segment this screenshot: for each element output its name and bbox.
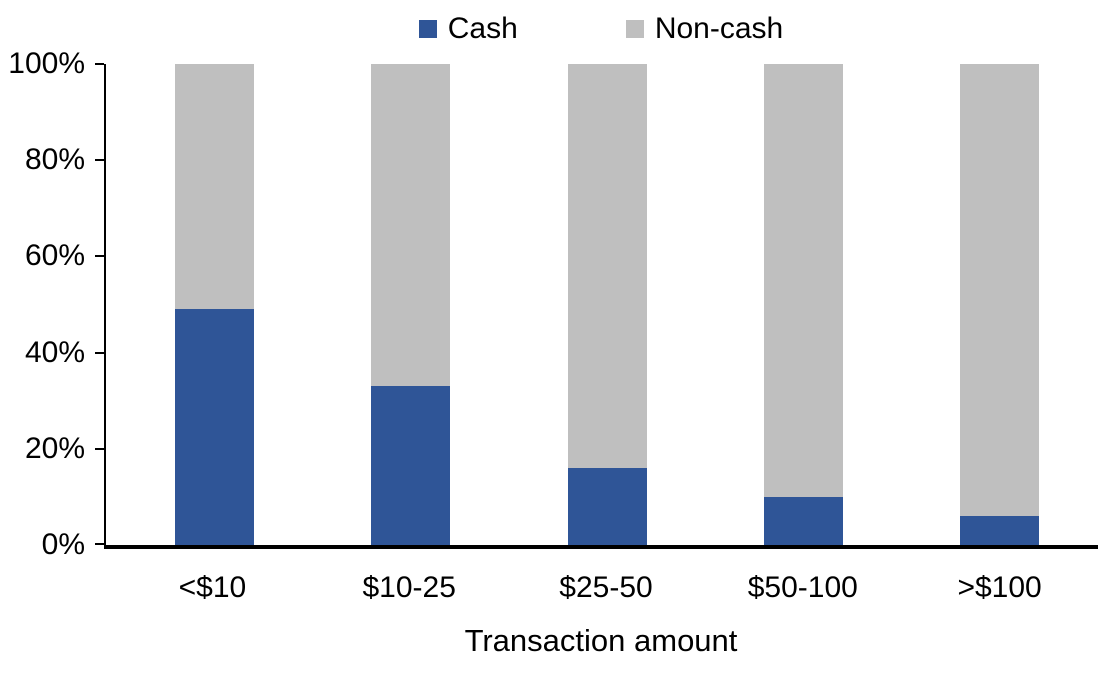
y-axis-tick xyxy=(95,159,104,162)
plot-area xyxy=(95,63,1098,549)
bars-area xyxy=(116,64,1098,545)
bar-slot xyxy=(705,64,901,545)
bar-slot xyxy=(116,64,312,545)
legend-item-non-cash: Non-cash xyxy=(625,12,784,46)
legend-label: Non-cash xyxy=(654,12,784,45)
segment-non-cash xyxy=(567,64,647,469)
y-axis-tick xyxy=(95,447,104,450)
y-axis-tick xyxy=(95,255,104,258)
bar-group xyxy=(174,64,254,545)
legend-item-cash: Cash xyxy=(418,12,518,46)
segment-cash xyxy=(960,516,1040,545)
legend-label: Cash xyxy=(447,12,518,45)
segment-cash xyxy=(371,386,451,545)
x-category-label: >$100 xyxy=(957,571,1042,604)
legend-swatch-non-cash xyxy=(625,20,644,38)
y-axis-tick xyxy=(95,63,104,65)
y-tick-label: 100% xyxy=(8,47,85,80)
bar-group xyxy=(763,64,843,545)
segment-non-cash xyxy=(960,64,1040,517)
x-axis-title: Transaction amount xyxy=(464,623,738,658)
x-category-label: $25-50 xyxy=(559,571,653,604)
segment-cash xyxy=(567,468,647,545)
segment-non-cash xyxy=(371,64,451,387)
bar-slot xyxy=(312,64,508,545)
segment-non-cash xyxy=(763,64,843,497)
x-category-label: $50-100 xyxy=(747,571,858,604)
bar-group xyxy=(371,64,451,545)
bar-slot xyxy=(902,64,1098,545)
bar-slot xyxy=(509,64,705,545)
legend: Cash Non-cash xyxy=(104,10,1098,48)
legend-swatch-cash xyxy=(418,20,437,38)
y-tick-label: 20% xyxy=(24,431,85,465)
y-axis-tick xyxy=(95,543,104,545)
x-category-label: <$10 xyxy=(178,571,247,604)
x-category-label: $10-25 xyxy=(362,571,456,604)
y-tick-label: 0% xyxy=(41,528,85,561)
x-axis-labels: <$10 $10-25 $25-50 $50-100 >$100 xyxy=(114,572,1098,604)
bar-group xyxy=(567,64,647,545)
segment-cash xyxy=(174,309,254,545)
bar-group xyxy=(960,64,1040,545)
y-tick-label: 40% xyxy=(24,335,85,369)
y-axis-labels: 0% 20% 40% 60% 80% 100% xyxy=(0,49,85,560)
y-axis-tick xyxy=(95,351,104,354)
y-tick-label: 80% xyxy=(24,143,85,177)
y-tick-label: 60% xyxy=(24,239,85,273)
segment-non-cash xyxy=(174,64,254,310)
segment-cash xyxy=(763,496,843,545)
